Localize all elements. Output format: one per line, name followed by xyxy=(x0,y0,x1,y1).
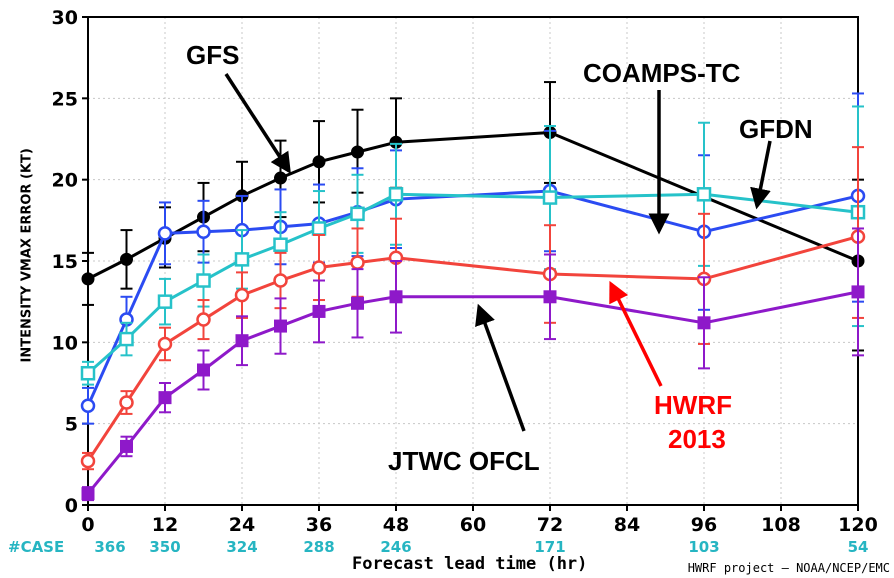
credit-text: HWRF project — NOAA/NCEP/EMC xyxy=(687,561,890,575)
data-point-hwrf-2013 xyxy=(311,260,327,275)
x-tick-label: 24 xyxy=(229,514,255,536)
annotation-2013: 2013 xyxy=(668,424,726,454)
data-point-jtwc-ofcl xyxy=(120,439,133,453)
hwrf-2013-arrow xyxy=(609,280,663,387)
y-tick-label: 10 xyxy=(52,332,78,354)
data-point-jtwc-ofcl xyxy=(697,316,711,330)
data-point-gfs xyxy=(120,252,133,266)
x-tick-label: 48 xyxy=(383,514,409,536)
data-point-jtwc-ofcl xyxy=(312,304,326,318)
x-axis-label: Forecast lead time (hr) xyxy=(352,554,588,574)
jtwc-ofcl-arrow xyxy=(475,303,526,432)
data-point-gfdn xyxy=(388,187,404,202)
data-point-gfdn xyxy=(350,206,365,222)
y-tick-label: 25 xyxy=(52,88,78,110)
data-point-gfs xyxy=(351,145,364,159)
data-point-gfdn xyxy=(119,331,134,347)
series-line-hwrf-2013 xyxy=(86,235,859,462)
data-point-jtwc-ofcl xyxy=(351,296,364,310)
case-count-value: 324 xyxy=(226,538,258,556)
y-tick-label: 20 xyxy=(52,170,78,192)
case-count-value: 366 xyxy=(94,538,126,556)
data-point-hwrf-2013 xyxy=(119,395,134,410)
data-point-jtwc-ofcl xyxy=(235,334,249,348)
case-count-value: 103 xyxy=(688,538,720,556)
annotation-gfs: GFS xyxy=(186,40,240,70)
data-point-gfdn xyxy=(696,187,712,202)
data-point-gfdn xyxy=(196,273,211,288)
data-point-gfs xyxy=(274,171,287,185)
data-point-gfdn xyxy=(273,237,288,252)
data-point-jtwc-ofcl xyxy=(274,319,287,333)
x-tick-label: 60 xyxy=(460,514,486,536)
gfdn-arrow xyxy=(750,140,772,210)
data-point-gfdn xyxy=(542,190,558,205)
data-point-jtwc-ofcl xyxy=(851,285,865,299)
data-point-gfdn xyxy=(157,294,173,309)
data-point-hwrf-2013 xyxy=(80,453,96,469)
data-point-jtwc-ofcl xyxy=(158,391,172,405)
annotation-coamps-tc: COAMPS-TC xyxy=(583,58,741,88)
data-point-gfdn xyxy=(80,365,96,381)
gfs-arrow xyxy=(224,73,291,174)
data-point-hwrf-2013 xyxy=(196,312,211,327)
x-tick-label: 0 xyxy=(81,514,94,536)
data-point-jtwc-ofcl xyxy=(81,487,95,501)
data-point-hwrf-2013 xyxy=(157,336,173,352)
case-count-value: 288 xyxy=(303,538,335,556)
data-point-hwrf-2013 xyxy=(350,255,365,270)
x-tick-label: 72 xyxy=(537,514,563,536)
y-tick-label: 5 xyxy=(65,414,78,436)
data-point-coamps-tc xyxy=(80,398,96,414)
data-point-gfdn xyxy=(234,252,250,267)
x-tick-label: 36 xyxy=(306,514,332,536)
x-tick-label: 108 xyxy=(761,514,801,536)
y-axis-label: INTENSITY VMAX ERROR (KT) xyxy=(19,148,35,363)
series-line-jtwc-ofcl xyxy=(86,290,859,495)
data-point-coamps-tc xyxy=(157,226,173,241)
case-count-value: 350 xyxy=(149,538,181,556)
data-point-gfdn xyxy=(311,221,327,236)
x-tick-label: 84 xyxy=(614,514,640,536)
annotation-gfdn: GFDN xyxy=(739,114,813,144)
data-point-jtwc-ofcl xyxy=(389,290,403,304)
data-point-coamps-tc xyxy=(196,224,211,239)
case-count-value: 171 xyxy=(534,538,566,556)
annotation-jtwc-ofcl: JTWC OFCL xyxy=(388,446,540,476)
data-point-jtwc-ofcl xyxy=(543,290,557,304)
x-tick-label: 96 xyxy=(691,514,717,536)
data-point-jtwc-ofcl xyxy=(197,363,210,377)
x-tick-label: 120 xyxy=(838,514,878,536)
y-tick-label: 0 xyxy=(65,495,78,517)
y-tick-label: 15 xyxy=(52,251,78,273)
annotation-hwrf: HWRF xyxy=(654,390,732,420)
case-count-value: 54 xyxy=(847,538,869,556)
data-point-gfs xyxy=(81,272,95,286)
case-count-value: 246 xyxy=(380,538,412,556)
case-count-label: #CASE xyxy=(8,538,65,556)
data-point-hwrf-2013 xyxy=(234,287,250,303)
data-point-hwrf-2013 xyxy=(273,273,288,288)
y-tick-label: 30 xyxy=(52,7,78,29)
x-tick-label: 12 xyxy=(152,514,178,536)
data-point-gfs xyxy=(312,155,326,169)
